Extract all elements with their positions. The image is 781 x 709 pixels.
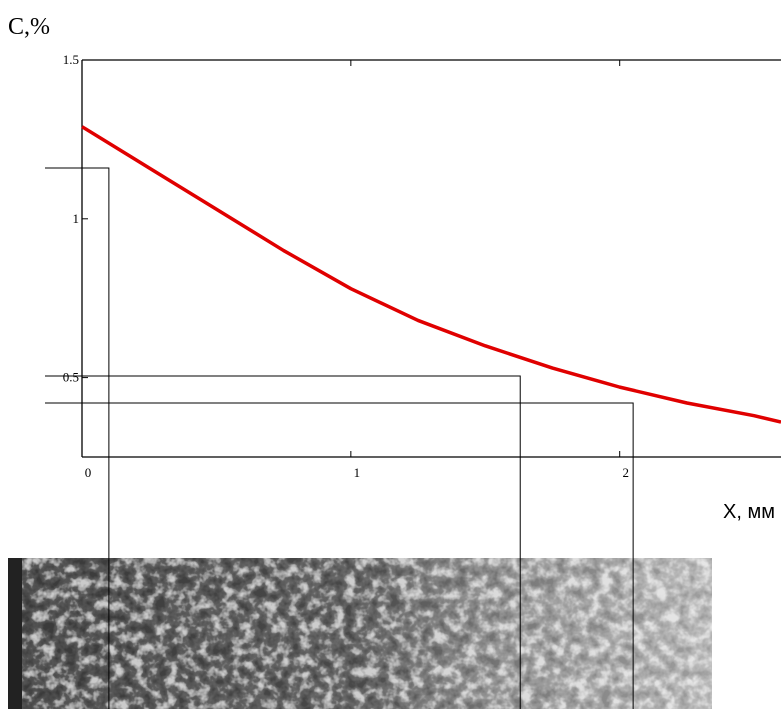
y-tick-label: 1.5 bbox=[63, 52, 79, 67]
chart: C,% X, мм 0.5 1 1.5 0 1 2 bbox=[0, 0, 781, 709]
y-tick-label: 0.5 bbox=[63, 370, 79, 385]
x-tick-label: 0 bbox=[85, 465, 92, 480]
x-tick-label: 2 bbox=[622, 465, 629, 480]
y-axis-label: C,% bbox=[8, 14, 50, 40]
x-axis-label: X, мм bbox=[723, 501, 775, 523]
x-tick-label: 1 bbox=[354, 465, 361, 480]
data-line bbox=[82, 127, 781, 422]
y-tick-label: 1 bbox=[73, 211, 80, 226]
micrograph bbox=[8, 558, 712, 709]
